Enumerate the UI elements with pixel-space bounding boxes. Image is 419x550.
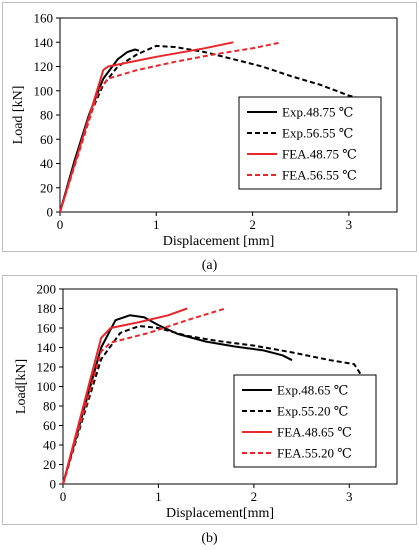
x-tick-label-a-0: 0 (57, 217, 64, 232)
x-tick-label-a-3: 3 (346, 217, 353, 232)
legend-label-a-2: FEA.48.75 ℃ (282, 147, 357, 162)
y-tick-label-b-8: 160 (37, 321, 57, 336)
y-tick-label-a-3: 60 (40, 132, 53, 147)
y-tick-label-a-0: 0 (47, 205, 54, 220)
caption-a: (a) (201, 258, 218, 273)
caption-b: (b) (201, 531, 218, 546)
x-axis-label-a: Displacement [mm] (163, 234, 275, 249)
series-line-a-3 (59, 41, 282, 213)
y-tick-label-a-2: 40 (40, 156, 53, 171)
y-axis-label-a: Load [kN] (11, 86, 26, 145)
legend-label-a-3: FEA.56.55 ℃ (282, 168, 357, 183)
x-tick-label-a-1: 1 (153, 217, 160, 232)
y-tick-label-a-1: 20 (40, 180, 53, 195)
series-line-a-1 (59, 44, 359, 213)
y-tick-label-a-7: 140 (34, 35, 54, 50)
y-tick-label-b-9: 180 (37, 301, 57, 316)
y-tick-label-b-3: 60 (43, 418, 56, 433)
y-tick-label-b-7: 140 (37, 340, 57, 355)
x-axis-label-b: Displacement[mm] (166, 506, 274, 521)
legend-label-b-2: FEA.48.65 ℃ (277, 425, 352, 440)
legend-label-b-0: Exp.48.65 ℃ (277, 383, 348, 398)
y-tick-label-a-6: 120 (34, 59, 54, 74)
y-tick-label-b-10: 200 (37, 282, 57, 297)
y-tick-label-b-2: 40 (43, 438, 56, 453)
y-axis-label-b: Load[kN] (14, 359, 29, 414)
legend-label-a-1: Exp.56.55 ℃ (282, 126, 353, 141)
y-tick-label-a-8: 160 (34, 11, 54, 26)
x-tick-label-b-3: 3 (346, 489, 353, 504)
y-tick-label-b-5: 100 (37, 379, 57, 394)
x-tick-label-a-2: 2 (249, 217, 256, 232)
y-tick-label-a-4: 80 (40, 108, 53, 123)
x-tick-label-b-2: 2 (251, 489, 258, 504)
y-tick-label-a-5: 100 (34, 83, 54, 98)
series-line-b-1 (62, 325, 365, 485)
series-line-b-2 (62, 307, 188, 485)
x-tick-label-b-1: 1 (155, 489, 162, 504)
legend-label-b-1: Exp.55.20 ℃ (277, 404, 348, 419)
legend-label-a-0: Exp.48.75 ℃ (282, 105, 353, 120)
series-line-b-3 (62, 307, 226, 485)
x-tick-label-b-0: 0 (60, 489, 67, 504)
y-tick-label-b-4: 80 (43, 399, 56, 414)
series-line-b-0 (62, 314, 293, 485)
y-tick-label-b-1: 20 (43, 457, 56, 472)
series-line-a-2 (59, 41, 234, 213)
y-tick-label-b-0: 0 (50, 477, 57, 492)
y-tick-label-b-6: 120 (37, 360, 57, 375)
legend-label-b-3: FEA.55.20 ℃ (277, 446, 352, 461)
